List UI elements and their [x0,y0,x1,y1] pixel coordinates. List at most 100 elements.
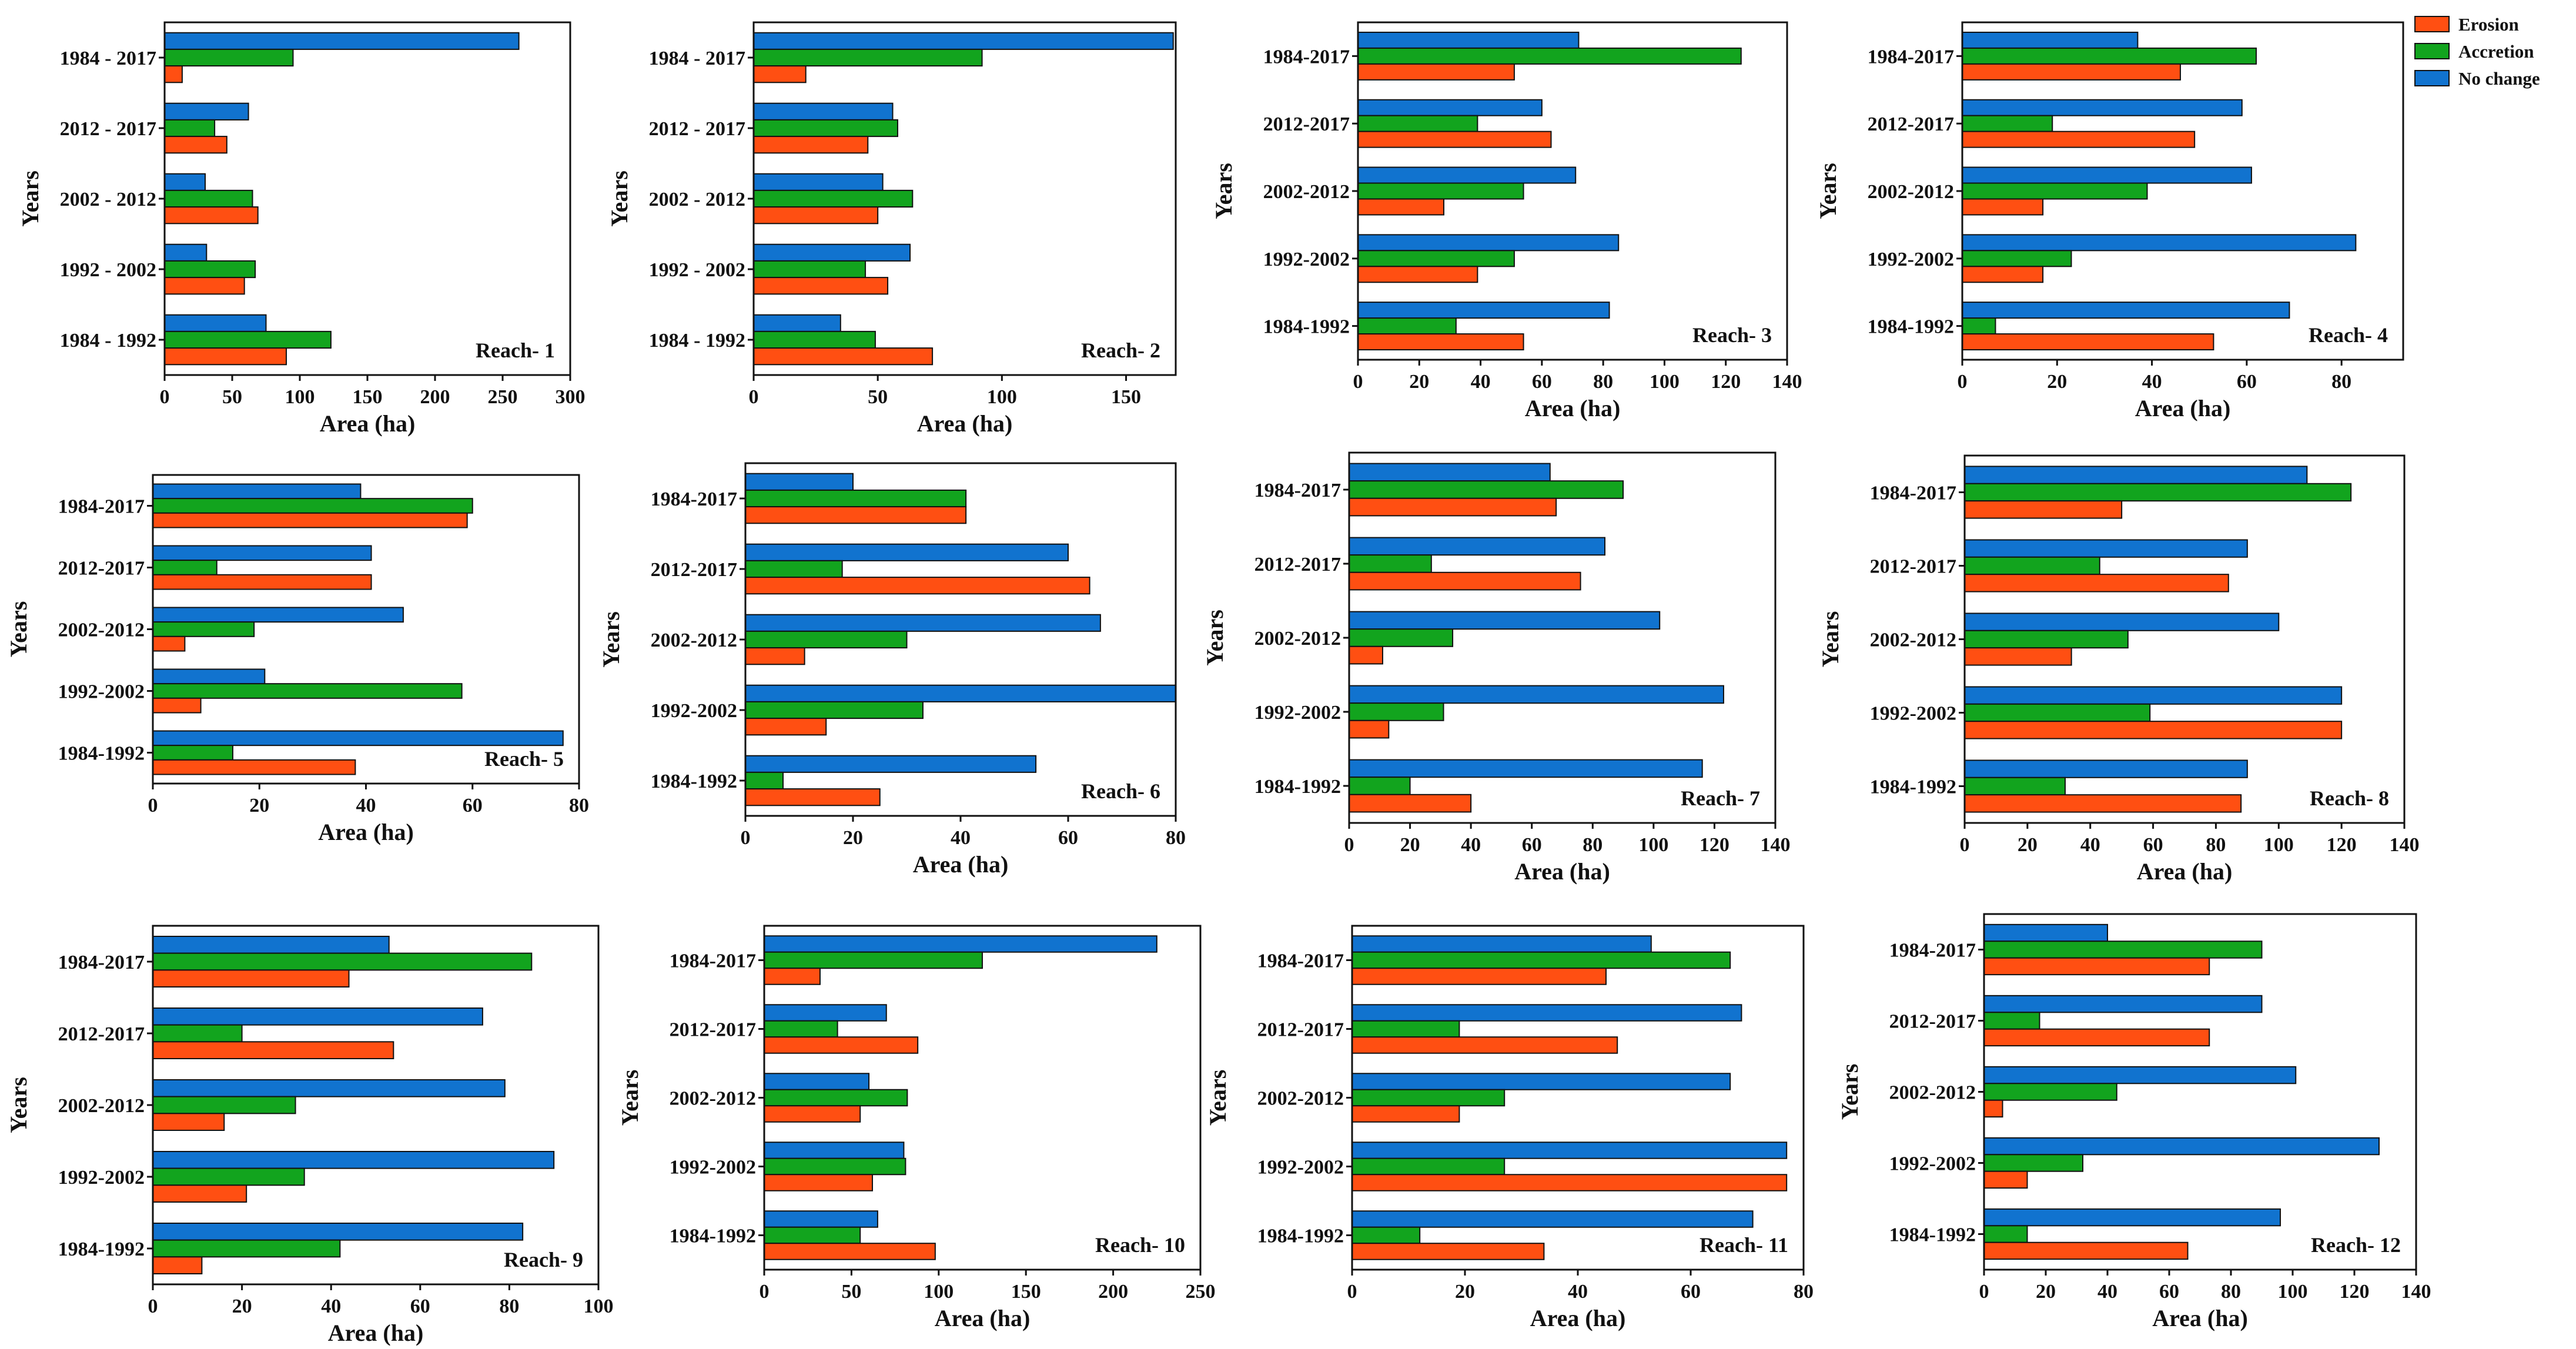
bar-no-change [1349,463,1551,482]
bar-no-change [1962,99,2243,116]
bar-accretion [1962,317,1996,335]
bar-accretion [1357,182,1524,200]
bar-erosion [764,1036,919,1054]
x-tick-label: 60 [2159,1281,2179,1303]
bar-erosion [745,788,881,806]
x-tick-label: 60 [2143,834,2163,856]
y-tick-label: 1984-2017 [1263,46,1350,68]
bar-accretion [1357,47,1742,65]
x-tick-label: 40 [1461,834,1481,856]
bar-accretion [152,1239,341,1258]
x-tick-label: 80 [1593,371,1613,393]
bar-no-change [152,607,404,623]
bar-accretion [1351,1157,1506,1176]
bar-no-change [1962,166,2252,184]
bar-no-change [1351,1004,1742,1022]
y-axis-label: Years [606,170,633,227]
y-tick-label: 1992-2002 [1870,703,1956,725]
y-tick-label: 1984-1992 [58,1238,145,1260]
bar-no-change [753,243,911,262]
y-tick-label: 1984-2017 [1870,483,1956,504]
bar-accretion [1983,1154,2083,1172]
chart-reach-11: 1984-2017 2012-2017 2002-2012 1992-2002 1984… [1205,925,1814,1331]
x-axis-label: Area (ha) [2135,395,2231,421]
bar-accretion [1964,630,2129,649]
bar-no-change [1964,612,2280,631]
bar-accretion [1349,702,1444,721]
bar-erosion [152,635,186,652]
x-tick-label: 120 [2340,1281,2370,1303]
chart-reach-8: 1984-2017 2012-2017 2002-2012 1992-2002 1984… [1817,454,2420,885]
bar-accretion [152,683,463,699]
y-tick-label: 1992 - 2002 [649,259,745,281]
y-tick-label: 2012-2017 [1254,554,1341,575]
bar-erosion [1357,198,1444,216]
chart-reach-1: 1984 - 2017 2012 - 2017 2002 - 2012 1992 - … [17,21,586,437]
y-tick-label: 1992-2002 [651,700,737,722]
bar-no-change [1964,686,2343,705]
bar-no-change [152,1150,555,1169]
bar-erosion [1983,1170,2028,1189]
bar-erosion [1964,500,2123,519]
x-axis-label: Area (ha) [320,410,416,437]
y-tick-label: 1984 - 2017 [60,48,156,69]
y-axis-label: Years [1815,163,1841,219]
bar-no-change [764,1142,905,1159]
bar-erosion [1349,719,1390,739]
x-tick-label: 200 [1098,1281,1128,1303]
bar-no-change [745,684,1176,702]
bar-accretion [152,952,533,971]
x-axis-label: Area (ha) [1525,395,1621,421]
x-tick-label: 20 [1455,1281,1475,1303]
bar-accretion [764,1089,908,1107]
reach-label: Reach- 12 [2311,1233,2401,1257]
bar-accretion [152,560,218,575]
y-tick-label: 1992-2002 [1889,1153,1976,1175]
y-tick-label: 2012 - 2017 [649,118,745,140]
x-tick-label: 20 [232,1296,252,1317]
reach-label: Reach- 10 [1095,1233,1185,1257]
plot-frame [1348,451,1777,824]
plot-frame [1963,454,2406,824]
y-axis-label: Years [1817,611,1844,668]
bar-accretion [164,260,256,279]
bar-erosion [1351,1174,1788,1191]
y-tick-label: 2012-2017 [58,1023,145,1045]
x-tick-label: 60 [410,1296,430,1317]
bar-no-change [1983,995,2263,1013]
x-tick-label: 80 [2221,1281,2241,1303]
bar-erosion [1983,1241,2189,1260]
bar-erosion [1357,130,1552,148]
bar-erosion [753,277,889,295]
bar-accretion [1962,182,2148,200]
y-tick-label: 1984-1992 [58,743,145,765]
bar-erosion [745,647,805,665]
chart-reach-3: 1984-2017 2012-2017 2002-2012 1992-2002 1984… [1210,21,1802,421]
bar-erosion [745,718,827,736]
legend-swatch-no-change [2414,70,2450,86]
bar-accretion [152,1024,243,1043]
bar-no-change [152,1007,483,1026]
y-tick-label: 1992-2002 [1263,249,1350,270]
bar-no-change [1349,537,1605,556]
x-tick-label: 100 [285,386,315,408]
bar-no-change [164,314,267,332]
y-tick-label: 1984-1992 [1889,1224,1976,1246]
x-tick-label: 80 [569,795,589,816]
bar-accretion [1351,1226,1421,1244]
bar-erosion [1962,266,2044,283]
y-tick-label: 2012-2017 [1257,1019,1344,1041]
x-tick-label: 40 [951,827,971,849]
bar-no-change [1349,759,1703,778]
y-tick-label: 2012-2017 [1868,113,1954,135]
bar-no-change [1962,31,2139,49]
x-tick-label: 40 [2142,371,2162,393]
x-tick-label: 60 [1058,827,1078,849]
bar-no-change [152,483,362,500]
bar-erosion [764,1105,861,1123]
x-tick-label: 80 [2206,834,2226,856]
x-tick-label: 50 [841,1281,861,1303]
bar-accretion [745,701,924,719]
y-axis-label: Years [1202,610,1228,666]
bar-no-change [164,102,249,120]
